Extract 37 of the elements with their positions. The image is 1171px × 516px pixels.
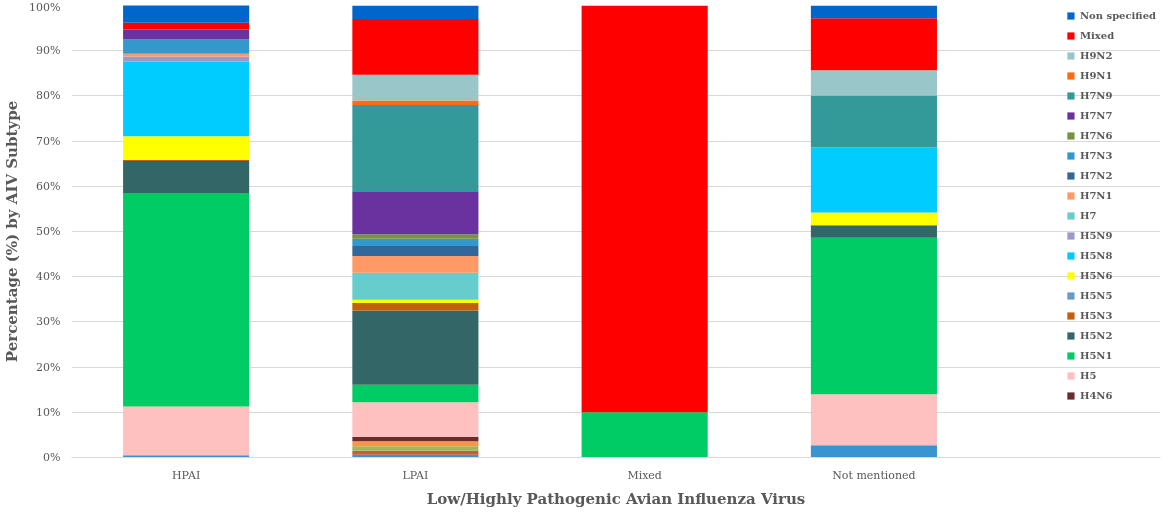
y-tick-label: 70% — [36, 134, 61, 148]
legend-label: H9N1 — [1079, 69, 1113, 81]
y-axis-title: Percentage (%) by AIV Subtype — [3, 100, 22, 363]
x-axis-title: Low/Highly Pathogenic Avian Influenza Virus — [426, 489, 806, 508]
y-tick-label: 100% — [29, 0, 61, 14]
legend-label: H5N9 — [1079, 229, 1113, 241]
y-tick-label: 50% — [36, 225, 61, 238]
legend-label: Mixed — [1079, 29, 1115, 41]
legend-label: H7N7 — [1079, 109, 1113, 121]
y-tick-label: 20% — [36, 360, 61, 374]
legend-label: H5 — [1079, 369, 1098, 381]
y-tick-label: 40% — [36, 270, 61, 284]
legend-label: H4N6 — [1079, 389, 1113, 401]
legend-label: H7N6 — [1079, 129, 1113, 141]
legend-label: Non specified — [1079, 9, 1156, 21]
legend-label: H5N6 — [1079, 269, 1113, 281]
legend-label: H9N2 — [1079, 49, 1113, 61]
legend-label: H5N5 — [1079, 289, 1113, 301]
legend-label: H7N2 — [1079, 169, 1113, 181]
x-tick-label: Not mentioned — [832, 468, 916, 482]
legend-label: H7N3 — [1079, 149, 1113, 161]
legend-label: H5N8 — [1079, 249, 1113, 261]
y-tick-label: 80% — [36, 89, 61, 103]
legend-label: H7N1 — [1079, 189, 1113, 201]
x-tick-label: HPAI — [171, 468, 201, 482]
legend-label: H5N2 — [1079, 329, 1113, 341]
legend-label: H7N9 — [1079, 89, 1113, 101]
legend-label: H7 — [1079, 209, 1098, 221]
x-tick-label: Mixed — [627, 468, 662, 482]
x-tick-label: LPAI — [402, 468, 429, 482]
y-tick-label: 30% — [36, 315, 61, 329]
legend-label: H5N3 — [1079, 309, 1113, 321]
legend-label: H5N1 — [1079, 349, 1113, 361]
y-tick-label: 60% — [36, 179, 61, 193]
y-tick-label: 90% — [36, 44, 61, 58]
y-tick-label: 10% — [36, 405, 61, 419]
y-tick-label: 0% — [43, 451, 61, 464]
